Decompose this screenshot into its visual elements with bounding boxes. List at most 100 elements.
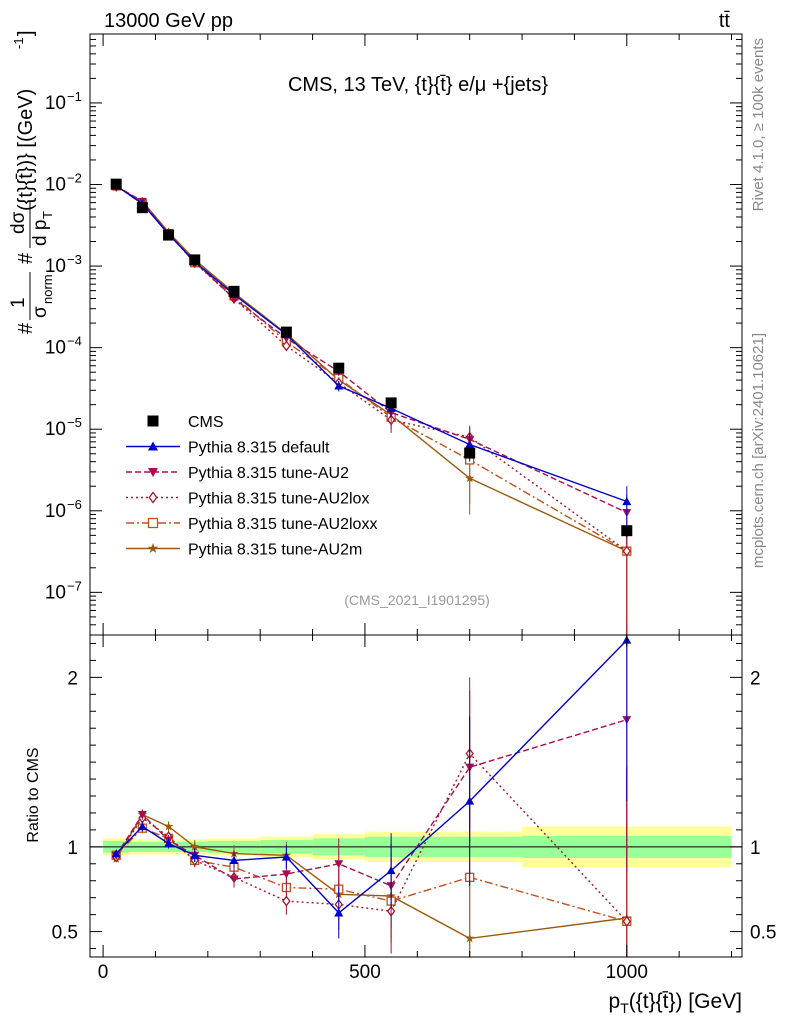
y-label-fragment: # [15,252,37,264]
main-cms-point [385,397,397,409]
ratio-pythia-8-315-default-point [164,838,174,848]
y-tick-exponent: −7 [67,578,82,593]
process-label: tt̄ [719,10,731,32]
main-cms-point [163,229,175,241]
legend-label: Pythia 8.315 tune-AU2m [188,542,362,559]
ratio-panel: 0.5 0.5 1 1 2 2 0 500 1000 [52,634,776,983]
main-pythia-8-315-default-line [115,185,628,503]
main-panel: 10−710−610−510−410−310−210−1 [45,33,743,636]
y-label-fragment: T [40,211,55,219]
y-label-fragment: d p [30,220,51,246]
legend-marker [148,468,158,477]
ratio-pythia-8-315-default-point [190,850,200,859]
mcplots-arxiv-label: mcplots.cern.ch [arXiv:2401.10621] [750,333,767,568]
ratio-y-tick-label-left: 0.5 [52,923,78,944]
legend-marker [148,491,158,504]
ratio-pythia-8-315-tune-au2-line [115,719,628,887]
legend-marker [147,517,159,529]
legend-marker [148,441,158,451]
analysis-label: (CMS_2021_I1901295) [344,592,490,608]
main-cms-point [189,254,201,266]
ratio-pythia-8-315-tune-au2-point [229,875,239,884]
x-axis-label: pT({t}{t̄}) [GeV] [609,990,742,1016]
y-tick-exponent: −6 [67,497,82,512]
ratio-pythia-8-315-default-point [386,866,396,875]
main-pythia-8-315-tune-au2lox-point [622,545,631,557]
ratio-y-tick-label-right: 1 [750,838,761,859]
main-cms-point [280,326,292,338]
main-pythia-8-315-tune-au2lox-point [282,340,291,352]
ratio-pythia-8-315-tune-au2m-line [115,813,627,940]
y-label-fragment: σ [30,306,51,318]
ratio-pythia-8-315-tune-au2m-point [190,841,200,851]
y-tick-label: 10 [45,419,66,440]
main-cms-point [110,178,122,190]
y-tick-exponent: −1 [67,89,82,104]
legend-label: Pythia 8.315 default [188,440,330,457]
legend-marker [147,543,159,553]
main-title: CMS, 13 TeV, {t}{t̄} e/μ +{jets} [288,74,548,96]
main-pythia-8-315-tune-au2-line [115,185,628,514]
ratio-pythia-8-315-tune-au2-point [334,860,344,869]
main-pythia-8-315-default-point [465,439,475,449]
y-tick-label: 10 [45,582,66,603]
ratio-pythia-8-315-tune-au2lox-point [622,915,631,927]
y-tick-label: 10 [45,93,66,114]
ratio-pythia-8-315-tune-au2m-point [163,821,174,831]
ratio-y-tick-label-right: 2 [750,668,761,689]
ratio-pythia-8-315-default-line [115,639,628,914]
y-tick-exponent: −4 [67,334,82,349]
legend-label: CMS [188,414,224,431]
x-axis-label-text: pT({t}{t̄}) [GeV] [609,990,742,1016]
main-cms-point [464,447,476,459]
y-label-fragment: ({t}{t̄})} [(GeV) [15,89,37,211]
x-tick-label: 0 [98,962,109,983]
y-label-fragment: -1 [11,37,26,49]
y-label-fragment: norm [40,274,55,304]
legend: CMS Pythia 8.315 default Pythia 8.315 tune… [126,414,377,559]
main-pythia-8-315-default-point [334,381,344,390]
ratio-y-tick-label-left: 1 [67,838,78,859]
ratio-pythia-8-315-tune-au2lox-line [115,752,628,922]
ratio-pythia-8-315-tune-au2-point [137,811,147,820]
ratio-pythia-8-315-tune-au2loxx-line [115,827,627,923]
rivet-version-label: Rivet 4.1.0, ≥ 100k events [750,38,767,211]
y-label-fragment: # [15,322,37,334]
x-tick-label: 500 [349,962,381,983]
energy-label: 13000 GeV pp [104,10,233,32]
y-label-fragment: ] [15,30,37,36]
ratio-y-tick-label-right: 0.5 [750,923,776,944]
main-cms-point [228,285,240,297]
ratio-pythia-8-315-default-point [465,796,475,805]
legend-label: Pythia 8.315 tune-AU2 [188,465,349,482]
main-cms-point [136,202,148,214]
y-tick-exponent: −3 [67,252,82,267]
ratio-y-tick-label-left: 2 [67,668,78,689]
legend-marker [147,415,159,427]
x-tick-label: 1000 [606,962,648,983]
ratio-pythia-8-315-default-point [137,822,147,831]
ratio-pythia-8-315-default-point [229,855,239,864]
y-tick-exponent: −5 [67,415,82,430]
ratio-pythia-8-315-tune-au2-point [281,870,291,879]
y-tick-exponent: −2 [67,171,82,186]
ratio-pythia-8-315-default-point [281,852,291,861]
ratio-pythia-8-315-tune-au2lox-point [282,895,291,907]
main-pythia-8-315-default-point [622,496,632,506]
ratio-plot-frame [89,634,743,958]
y-label-fragment: 1 [8,297,29,308]
y-tick-label: 10 [45,338,66,359]
ratio-pythia-8-315-default-point [334,908,344,917]
legend-label: Pythia 8.315 tune-AU2lox [188,491,369,508]
ratio-y-axis-label: Ratio to CMS [25,747,42,842]
y-tick-label: 10 [45,501,66,522]
y-label-fragment: dσ [8,211,29,234]
y-tick-label: 10 [45,256,66,277]
main-cms-point [621,525,633,537]
ratio-pythia-8-315-default-point [111,849,121,858]
y-tick-label: 10 [45,175,66,196]
main-cms-point [333,362,345,374]
